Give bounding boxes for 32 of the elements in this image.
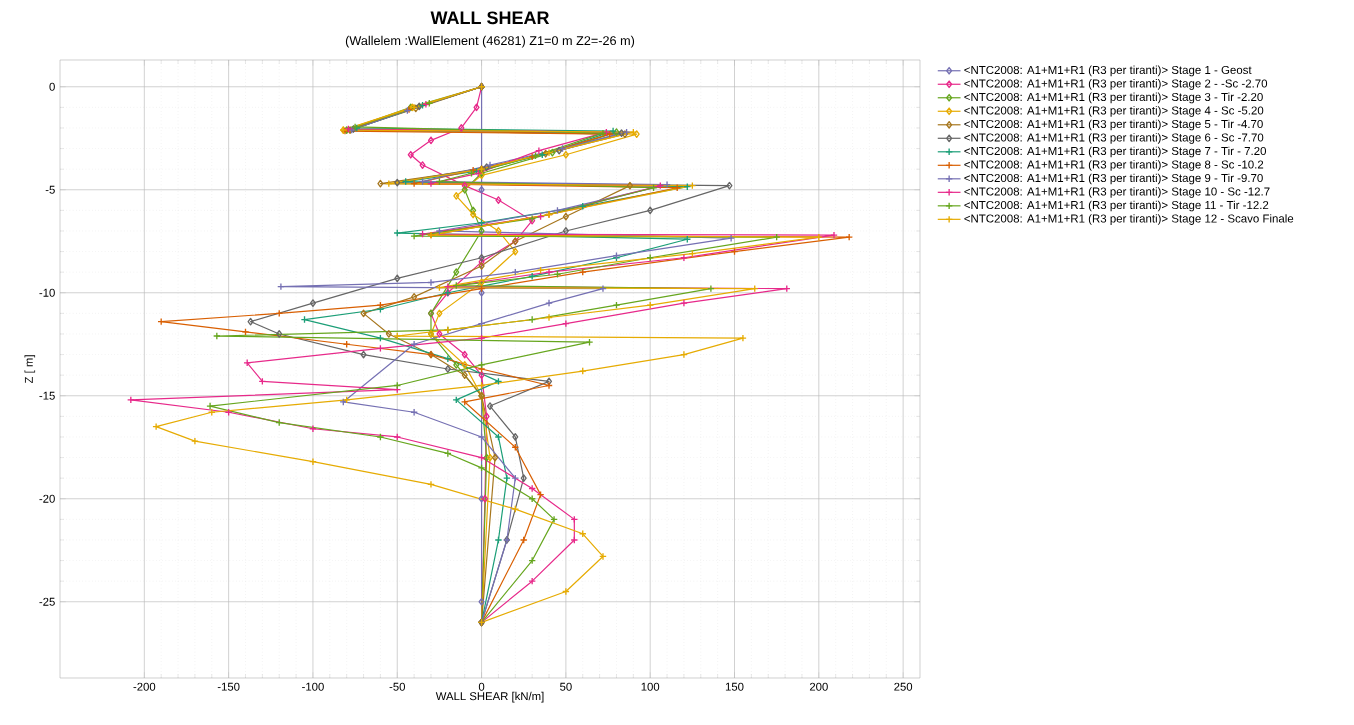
x-tick-label: -100 — [302, 682, 324, 691]
y-axis-title: Z [ m] — [24, 355, 36, 384]
y-tick-label: 0 — [49, 82, 55, 91]
x-tick-label: -150 — [217, 682, 240, 691]
x-tick-label: 0 — [478, 682, 485, 691]
legend-label: <NTC2008: A1+M1+R1 (R3 per tiranti)> Stage 10 - Sc -12.7 — [964, 187, 1270, 198]
y-tick-label: -20 — [39, 494, 55, 503]
x-tick-label: 50 — [560, 682, 572, 691]
legend-label: <NTC2008: A1+M1+R1 (R3 per tiranti)> Stage 1 - Geost — [964, 65, 1252, 77]
legend-label: <NTC2008: A1+M1+R1 (R3 per tiranti)> Stage 5 - Tir -4.70 — [964, 119, 1263, 131]
y-tick-label: -10 — [39, 288, 55, 297]
legend-label: <NTC2008: A1+M1+R1 (R3 per tiranti)> Stage 7 - Tir - 7.20 — [964, 146, 1267, 158]
legend-label: <NTC2008: A1+M1+R1 (R3 per tiranti)> Stage 12 - Scavo Finale — [964, 214, 1294, 225]
x-tick-label: -200 — [133, 682, 156, 691]
legend-label: <NTC2008: A1+M1+R1 (R3 per tiranti)> Stage 3 - Tir -2.20 — [964, 92, 1263, 104]
chart-subtitle: (Wallelem :WallElement (46281) Z1=0 m Z2=-26 m) — [345, 35, 635, 48]
x-axis-title: WALL SHEAR [kN/m] — [435, 691, 544, 703]
y-tick-label: -25 — [39, 597, 55, 606]
legend-label: <NTC2008: A1+M1+R1 (R3 per tiranti)> Stage 2 - -Sc -2.70 — [964, 79, 1268, 90]
legend-label: <NTC2008: A1+M1+R1 (R3 per tiranti)> Stage 11 - Tir -12.2 — [964, 200, 1269, 212]
x-tick-label: 100 — [641, 682, 660, 691]
x-tick-label: 150 — [725, 682, 744, 691]
legend-label: <NTC2008: A1+M1+R1 (R3 per tiranti)> Stage 8 - Sc -10.2 — [964, 160, 1264, 171]
y-tick-label: -15 — [39, 391, 55, 400]
chart-title: WALL SHEAR — [430, 11, 550, 25]
x-tick-label: 250 — [894, 682, 913, 691]
legend-label: <NTC2008: A1+M1+R1 (R3 per tiranti)> Stage 9 - Tir -9.70 — [964, 173, 1263, 185]
legend-label: <NTC2008: A1+M1+R1 (R3 per tiranti)> Stage 4 - Sc -5.20 — [964, 106, 1264, 117]
y-tick-label: -5 — [45, 185, 55, 194]
x-tick-label: 200 — [809, 682, 828, 691]
legend-label: <NTC2008: A1+M1+R1 (R3 per tiranti)> Stage 6 - Sc -7.70 — [964, 133, 1264, 144]
x-tick-label: -50 — [389, 682, 405, 691]
